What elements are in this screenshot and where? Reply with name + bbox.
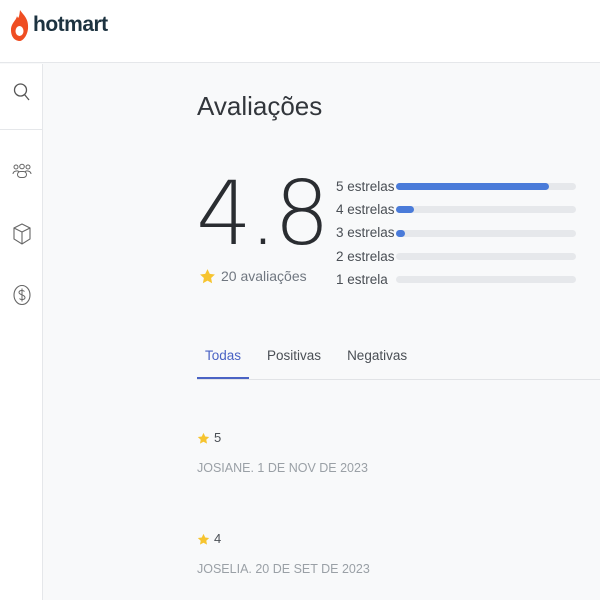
distribution-label: 5 estrelas — [336, 178, 395, 194]
hotmart-logo[interactable]: hotmart — [10, 8, 108, 42]
distribution-row: 1 estrela — [336, 268, 576, 291]
distribution-row: 3 estrelas — [336, 222, 576, 245]
box-icon — [12, 223, 31, 245]
distribution-row: 2 estrelas — [336, 245, 576, 268]
dollar-icon — [12, 284, 31, 306]
review-rating: 4 — [197, 531, 370, 547]
average-score: 4.8 — [196, 162, 330, 265]
distribution-label: 2 estrelas — [336, 248, 395, 264]
users-icon — [12, 163, 31, 178]
distribution-bar-track — [396, 276, 576, 284]
review-item: 5 JOSIANE. 1 DE NOV DE 2023 — [197, 430, 368, 476]
rating-value: 5 — [214, 430, 222, 445]
sidebar-item-search[interactable] — [0, 82, 43, 102]
review-author-date: JOSELIA. 20 DE SET DE 2023 — [197, 562, 370, 576]
sidebar-item-users[interactable] — [0, 163, 43, 181]
star-icon — [197, 432, 210, 444]
search-icon — [13, 83, 30, 101]
divider — [0, 129, 43, 130]
review-author-date: JOSIANE. 1 DE NOV DE 2023 — [197, 461, 368, 475]
distribution-bar-track — [396, 229, 576, 237]
distribution-bar-fill — [396, 206, 414, 214]
distribution-label: 1 estrela — [336, 271, 388, 287]
sidebar — [0, 64, 43, 600]
logo-text: hotmart — [33, 13, 108, 36]
distribution-bar-fill — [396, 229, 405, 237]
tab-todas[interactable]: Todas — [197, 340, 250, 379]
star-icon — [197, 533, 210, 545]
distribution-row: 5 estrelas — [336, 175, 576, 198]
star-icon — [200, 268, 215, 283]
sidebar-item-products[interactable] — [0, 223, 43, 245]
review-tabs: Todas Positivas Negativas — [197, 340, 600, 380]
distribution-label: 3 estrelas — [336, 225, 395, 241]
distribution-bar-track — [396, 253, 576, 261]
review-rating: 5 — [197, 430, 368, 446]
top-bar: hotmart — [0, 0, 600, 63]
page-title: Avaliações — [197, 91, 323, 121]
distribution-bar-track — [396, 183, 576, 191]
tab-positivas[interactable]: Positivas — [267, 348, 322, 363]
distribution-bar-track — [396, 206, 576, 214]
flame-icon — [11, 10, 29, 41]
distribution-label: 4 estrelas — [336, 201, 395, 217]
rating-distribution: 5 estrelas 4 estrelas 3 estrelas 2 estrelas… — [336, 175, 576, 291]
review-count: 20 avaliações — [199, 266, 307, 286]
rating-value: 4 — [214, 531, 222, 546]
tab-negativas[interactable]: Negativas — [347, 348, 408, 363]
review-count-label: 20 avaliações — [221, 268, 307, 284]
distribution-row: 4 estrelas — [336, 198, 576, 221]
review-item: 4 JOSELIA. 20 DE SET DE 2023 — [197, 531, 370, 577]
distribution-bar-fill — [396, 183, 549, 191]
sidebar-item-sales[interactable] — [0, 284, 43, 306]
